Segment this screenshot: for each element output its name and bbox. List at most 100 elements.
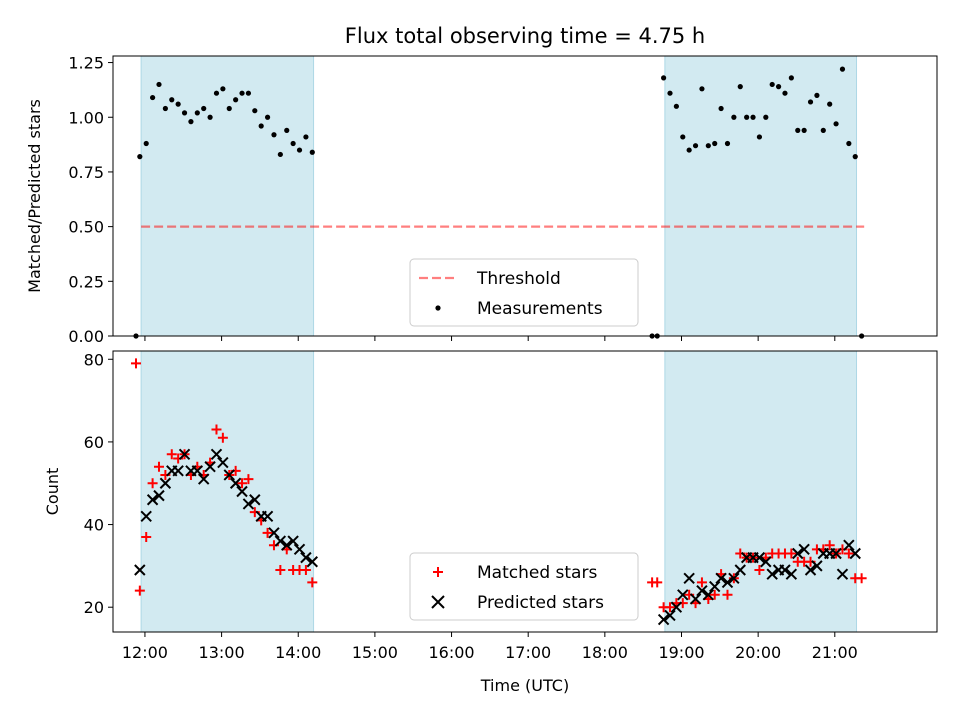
y-tick-label: 0.50 — [68, 218, 104, 237]
measurement-point — [252, 108, 258, 114]
measurement-point — [661, 75, 667, 81]
observing-band — [664, 55, 858, 337]
legend-box — [409, 258, 639, 327]
legend-predicted-swatch — [431, 595, 445, 609]
predicted-point — [734, 564, 746, 576]
measurement-point — [201, 105, 207, 112]
legend-measurement-swatch — [435, 305, 441, 311]
measurement-point — [712, 140, 718, 147]
predicted-point — [249, 494, 261, 506]
top-panel: 0.00 0.25 0.50 0.75 1.00 1.25 Matched/Predicte… — [25, 54, 938, 346]
measurement-point — [156, 81, 162, 88]
measurement-point — [169, 97, 175, 103]
predicted-point — [843, 539, 855, 551]
matched-point — [652, 577, 663, 588]
measurement-point — [290, 140, 296, 147]
predicted-point — [670, 601, 683, 613]
measurement-point — [277, 151, 283, 158]
legend-matched-swatch — [433, 567, 443, 577]
measurement-point — [284, 127, 290, 133]
measurement-point — [718, 105, 724, 112]
legend-box — [409, 552, 639, 621]
measurement-point — [162, 105, 168, 112]
measurement-point — [839, 66, 846, 72]
measurement-point — [827, 101, 833, 107]
predicted-point — [702, 589, 715, 601]
measurement-point — [303, 134, 309, 140]
legend: Threshold Measurements — [409, 258, 639, 327]
y-axis-label: Matched/Predicted stars — [25, 99, 44, 293]
matched-point — [153, 461, 164, 472]
matched-point — [243, 474, 254, 485]
y-axis-label: Count — [43, 468, 62, 516]
measurement-point — [207, 114, 213, 120]
legend: Matched stars Predicted stars — [409, 552, 639, 621]
measurement-point — [724, 140, 731, 147]
predicted-point — [223, 469, 235, 481]
predicted-point — [300, 551, 312, 564]
x-tick-label: 19:00 — [658, 643, 704, 662]
measurement-point — [233, 97, 239, 103]
predicted-point — [217, 456, 229, 469]
predicted-point — [306, 556, 319, 568]
y-tick-label: 1.25 — [68, 54, 104, 73]
measurement-point — [763, 114, 769, 120]
predicted-point — [287, 535, 299, 547]
matched-point — [275, 565, 286, 576]
y-tick-label: 1.00 — [68, 108, 104, 127]
predicted-point — [760, 556, 772, 568]
x-tick-label: 15:00 — [352, 643, 398, 662]
measurement-point — [673, 103, 679, 109]
predicted-point — [153, 489, 165, 502]
measurement-point — [150, 94, 156, 101]
x-tick-label: 17:00 — [505, 643, 551, 662]
y-tick-label: 80 — [84, 350, 104, 369]
measurement-point — [737, 84, 743, 90]
measurement-point — [731, 114, 737, 120]
observing-band — [140, 55, 315, 337]
matched-point — [754, 565, 765, 576]
predicted-point — [191, 465, 204, 477]
matched-point — [262, 527, 273, 538]
legend-label: Matched stars — [477, 563, 597, 583]
predicted-point — [261, 510, 274, 523]
matched-point — [147, 478, 158, 489]
y-tick-label: 0.25 — [68, 272, 104, 291]
predicted-point — [836, 568, 849, 580]
legend-label: Predicted stars — [477, 593, 604, 613]
matched-point — [786, 548, 797, 559]
y-tick-label: 0.75 — [68, 163, 104, 182]
measurement-point — [245, 90, 252, 96]
measurement-point — [846, 140, 852, 147]
measurement-point — [833, 121, 839, 127]
predicted-point — [242, 498, 255, 510]
measurement-point — [239, 90, 245, 96]
matched-point — [696, 577, 707, 588]
observing-band — [664, 350, 858, 633]
x-tick-label: 13:00 — [199, 643, 245, 662]
x-axis-label: Time (UTC) — [480, 676, 569, 695]
matched-point — [824, 540, 835, 551]
measurement-point — [769, 81, 775, 88]
predicted-point — [721, 576, 734, 589]
measurement-point — [692, 143, 699, 149]
measurement-point — [213, 90, 220, 96]
measurement-point — [782, 90, 788, 96]
measurement-point — [258, 123, 264, 129]
predicted-point — [830, 547, 842, 560]
measurement-point — [852, 154, 858, 160]
predicted-point — [849, 547, 861, 560]
predicted-point — [134, 564, 146, 576]
measurement-point — [744, 114, 750, 120]
measurement-point — [795, 127, 801, 133]
measurement-point — [226, 105, 232, 112]
legend-label: Measurements — [477, 299, 603, 319]
observing-band — [140, 350, 315, 633]
predicted-point — [798, 543, 810, 556]
predicted-point — [689, 593, 702, 605]
measurement-point — [271, 132, 277, 138]
predicted-point — [268, 527, 280, 539]
x-tick-label: 18:00 — [582, 643, 628, 662]
matched-point — [166, 449, 177, 460]
